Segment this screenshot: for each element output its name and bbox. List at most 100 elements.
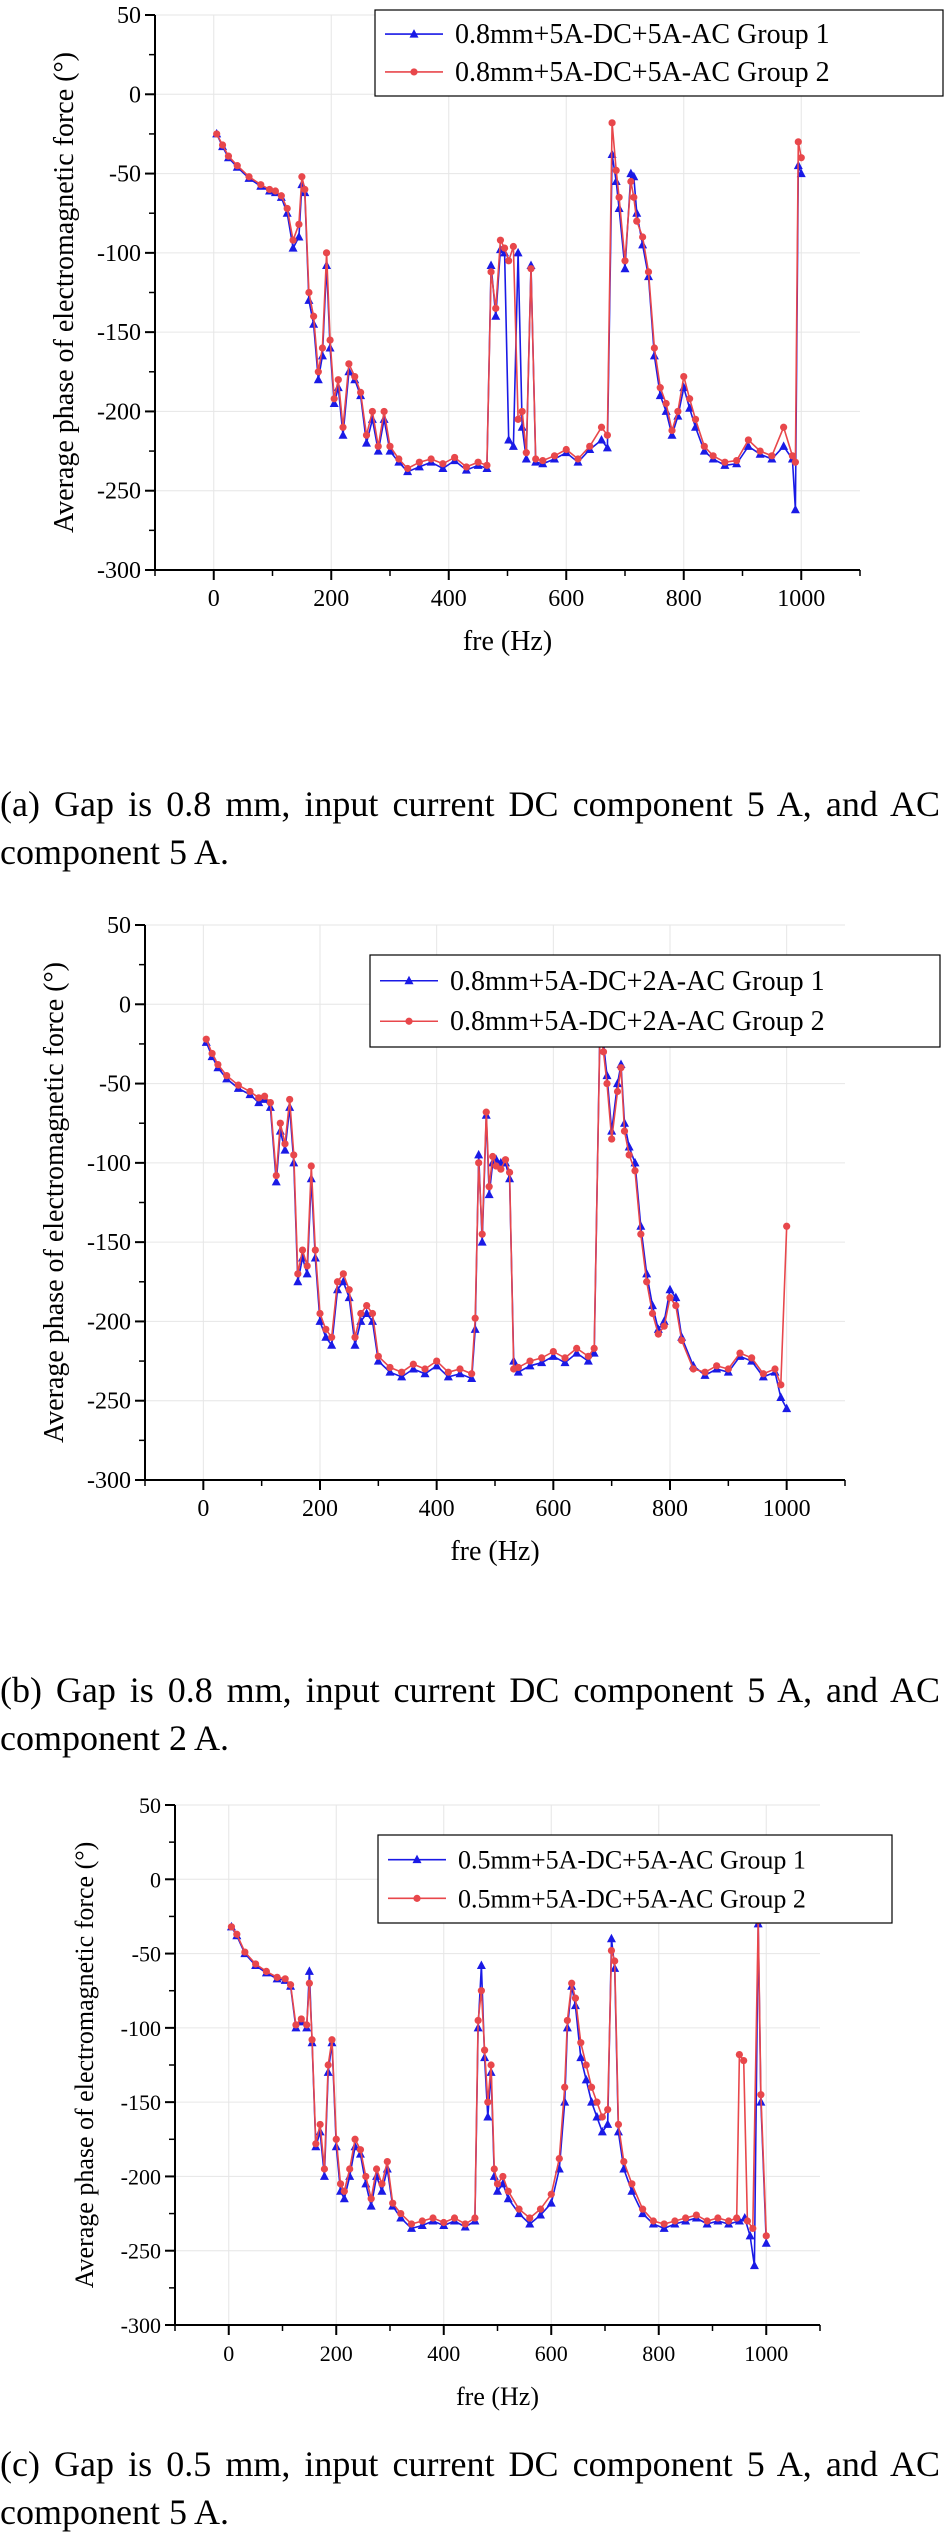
data-point <box>308 2036 316 2044</box>
data-point <box>483 2112 493 2121</box>
data-point <box>421 1365 429 1373</box>
chart-c: 50 0 -50 -100 -150 -200 -250 -300 0 200 400 600 800 1… <box>70 1793 893 2411</box>
data-point <box>660 1322 668 1330</box>
data-point <box>740 2056 748 2065</box>
data-point <box>271 1176 281 1186</box>
data-point <box>407 2223 416 2232</box>
data-point <box>368 1316 377 1325</box>
data-point <box>749 2224 757 2233</box>
data-point <box>620 2157 628 2166</box>
data-point <box>555 2155 563 2163</box>
y-tick-label: 0 <box>119 992 131 1018</box>
data-point <box>373 446 383 455</box>
y-tick-label: -50 <box>109 162 141 188</box>
x-axis-label: fre (Hz) <box>463 626 552 657</box>
data-point <box>662 399 670 408</box>
data-point <box>782 1403 792 1413</box>
data-point <box>649 2217 657 2225</box>
y-tick-label: 0 <box>150 1867 161 1892</box>
data-point <box>515 2205 523 2213</box>
data-point <box>304 1966 314 1975</box>
legend-label: 0.5mm+5A-DC+5A-AC Group 1 <box>458 1846 806 1875</box>
data-point <box>749 2260 759 2270</box>
x-tick-label: 1000 <box>777 586 825 612</box>
data-point <box>796 168 806 178</box>
data-point <box>514 2208 524 2218</box>
data-point <box>574 455 582 463</box>
data-point <box>526 1357 534 1365</box>
data-point <box>396 2213 406 2222</box>
data-point <box>743 441 753 450</box>
data-point <box>404 464 412 473</box>
y-axis-label: Average phase of electromagnetic force (… <box>70 1842 99 2289</box>
data-point <box>771 1365 779 1373</box>
data-point <box>471 2214 479 2222</box>
data-point <box>768 452 776 460</box>
data-point <box>339 423 347 431</box>
data-point <box>659 2223 669 2232</box>
legend-box <box>369 954 941 1048</box>
data-point <box>233 162 241 170</box>
data-point <box>536 2205 545 2213</box>
data-point <box>302 1268 312 1278</box>
data-point <box>783 1222 791 1230</box>
data-point <box>532 455 540 463</box>
data-point <box>513 1367 523 1376</box>
data-point <box>427 455 435 463</box>
data-point <box>701 1368 709 1376</box>
data-point <box>397 1371 407 1381</box>
data-point <box>617 1064 625 1072</box>
data-point <box>266 1099 275 1107</box>
data-point <box>380 407 388 416</box>
grid <box>155 14 860 571</box>
data-point <box>489 2171 499 2180</box>
data-point <box>621 257 629 265</box>
data-point <box>576 2052 586 2062</box>
data-point <box>614 203 624 212</box>
data-point <box>271 187 280 195</box>
x-tick-label: 1000 <box>763 1496 811 1522</box>
figure-panel-a: 50 0 -50 -100 -150 -200 -250 -300 0 200 400 600 800 1… <box>0 0 945 872</box>
data-point <box>313 374 323 384</box>
data-point <box>339 1270 347 1278</box>
data-point <box>385 446 395 455</box>
data-point <box>414 461 424 471</box>
data-point <box>377 2186 387 2195</box>
data-point <box>563 2016 571 2025</box>
data-point <box>383 2157 391 2166</box>
data-point <box>362 1308 372 1317</box>
data-point <box>745 2230 755 2240</box>
data-point <box>314 368 322 376</box>
data-point <box>208 1049 216 1058</box>
data-point <box>471 1314 479 1322</box>
data-point <box>386 442 394 450</box>
data-point <box>493 2180 502 2188</box>
data-point <box>374 1352 382 1360</box>
data-point <box>303 1262 311 1270</box>
caption-c: (c) Gap is 0.5 mm, input current DC comp… <box>0 2444 940 2532</box>
y-tick-label: 0 <box>129 82 141 108</box>
legend: 0.5mm+5A-DC+5A-AC Group 1 0.5mm+5A-DC+5A-… <box>377 1834 893 1924</box>
y-tick-label: -150 <box>87 1230 131 1256</box>
data-point <box>604 2105 612 2114</box>
data-point <box>289 236 297 244</box>
legend-marker <box>404 975 414 985</box>
data-point <box>612 166 620 174</box>
data-point <box>614 2120 623 2129</box>
data-point <box>735 2051 743 2059</box>
data-point <box>581 2074 591 2084</box>
data-point <box>509 242 517 251</box>
x-tick-label: 600 <box>535 2341 568 2366</box>
data-point <box>398 1368 406 1376</box>
legend: 0.8mm+5A-DC+2A-AC Group 1 0.8mm+5A-DC+2A-… <box>369 954 941 1048</box>
data-point <box>368 407 376 416</box>
data-point <box>667 430 677 439</box>
x-tick-label: 200 <box>302 1496 338 1522</box>
data-point <box>501 1156 510 1164</box>
data-point <box>586 442 594 450</box>
data-point <box>429 2214 437 2222</box>
data-point <box>301 185 309 194</box>
data-point <box>487 2061 495 2069</box>
data-point <box>505 1168 514 1176</box>
data-point <box>547 2190 555 2198</box>
